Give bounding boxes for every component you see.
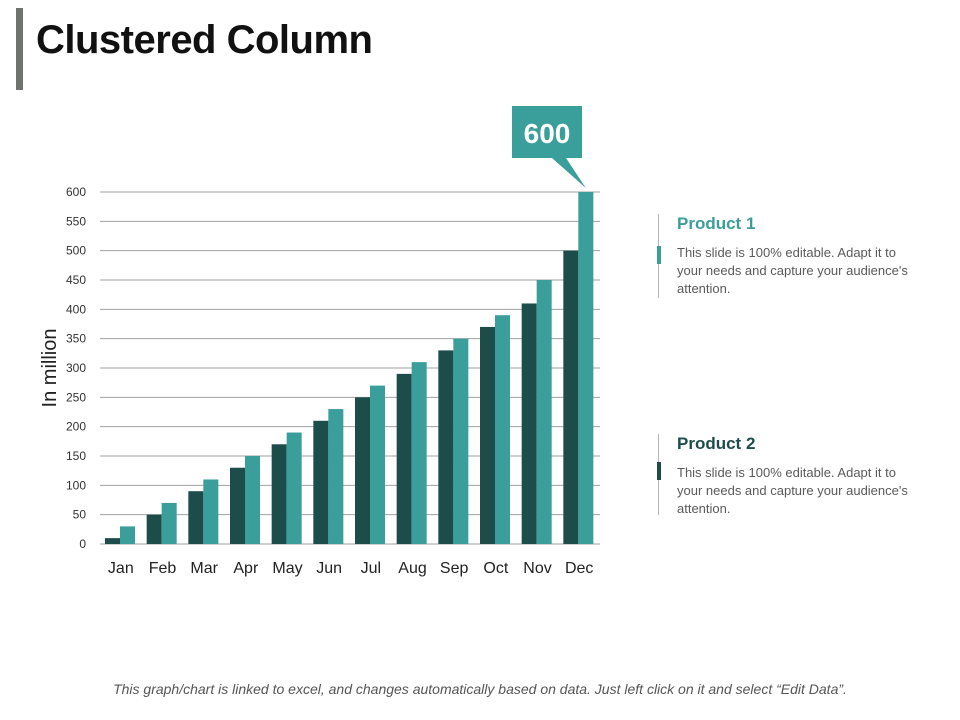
bar-product-1-mar (203, 479, 219, 544)
bar-product-2-dec (563, 250, 579, 544)
bar-product-2-mar (188, 491, 204, 544)
y-tick-label: 500 (66, 244, 86, 258)
legend-title-product-1: Product 1 (677, 214, 756, 233)
bar-product-2-nov (521, 303, 537, 544)
y-axis-label: In million (39, 329, 61, 408)
y-tick-label: 50 (73, 508, 87, 522)
x-tick-label: May (272, 560, 302, 577)
value-callout (512, 106, 586, 188)
bar-product-1-may (286, 432, 302, 544)
legend-marker-product-1 (657, 246, 661, 264)
bar-product-2-aug (396, 373, 412, 544)
bar-product-2-feb (146, 514, 162, 544)
x-tick-label: Sep (440, 560, 469, 577)
y-tick-label: 250 (66, 390, 86, 404)
bar-product-1-sep (453, 338, 469, 544)
x-tick-label: Apr (233, 560, 259, 577)
bar-product-2-sep (438, 350, 454, 544)
x-tick-label: Aug (398, 560, 426, 577)
bar-product-1-jun (328, 409, 344, 544)
x-tick-label: Nov (523, 560, 551, 577)
callout-value: 600 (524, 118, 571, 149)
bar-product-2-jul (355, 397, 370, 544)
bar-product-1-jul (370, 385, 385, 544)
bar-product-2-jun (313, 420, 329, 544)
x-tick-label: Feb (149, 560, 177, 577)
y-tick-label: 150 (66, 449, 86, 463)
y-tick-label: 0 (79, 537, 86, 551)
y-tick-label: 400 (66, 302, 86, 316)
bar-product-2-may (271, 444, 287, 544)
bar-product-1-jan (120, 526, 135, 544)
bar-product-1-dec (578, 192, 594, 544)
y-tick-label: 200 (66, 420, 86, 434)
bar-product-2-apr (230, 467, 245, 544)
y-tick-label: 600 (66, 185, 86, 199)
x-tick-label: Mar (190, 560, 218, 577)
legend-marker-product-2 (657, 462, 661, 480)
x-tick-label: Jan (108, 560, 134, 577)
x-tick-label: Dec (565, 560, 593, 577)
legend-title-product-2: Product 2 (677, 434, 756, 453)
bar-product-1-nov (536, 280, 552, 544)
slide-title: Clustered Column (36, 18, 373, 62)
y-tick-label: 550 (66, 214, 86, 228)
legend-description-product-2: This slide is 100% editable. Adapt it to… (677, 465, 908, 516)
x-tick-label: Oct (483, 560, 508, 577)
x-tick-label: Jun (316, 560, 342, 577)
bar-product-1-feb (161, 502, 177, 544)
y-tick-label: 350 (66, 332, 86, 346)
footer-note: This graph/chart is linked to excel, and… (113, 681, 847, 697)
bar-product-2-jan (105, 538, 120, 544)
x-tick-label: Jul (361, 560, 381, 577)
bar-product-1-apr (245, 456, 260, 544)
bar-product-1-oct (495, 315, 510, 544)
legend-description-product-1: This slide is 100% editable. Adapt it to… (677, 245, 908, 296)
y-tick-label: 450 (66, 273, 86, 287)
bar-product-2-oct (480, 326, 495, 544)
bar-product-1-aug (411, 362, 427, 544)
y-tick-label: 300 (66, 361, 86, 375)
title-accent-bar (16, 8, 23, 90)
y-tick-label: 100 (66, 478, 86, 492)
